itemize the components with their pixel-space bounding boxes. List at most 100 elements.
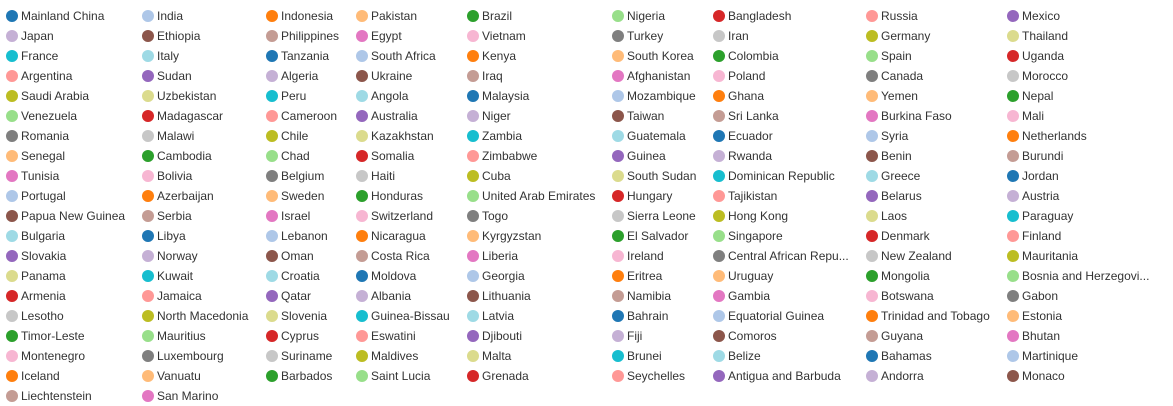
- legend-item[interactable]: Israel: [266, 206, 310, 226]
- legend-item[interactable]: Martinique: [1007, 346, 1078, 366]
- legend-item[interactable]: Peru: [266, 86, 306, 106]
- legend-item[interactable]: Mali: [1007, 106, 1044, 126]
- legend-item[interactable]: Uganda: [1007, 46, 1064, 66]
- legend-item[interactable]: Sri Lanka: [713, 106, 779, 126]
- legend-item[interactable]: Austria: [1007, 186, 1059, 206]
- legend-item[interactable]: Monaco: [1007, 366, 1065, 386]
- legend-item[interactable]: Montenegro: [6, 346, 85, 366]
- legend-item[interactable]: Germany: [866, 26, 930, 46]
- legend-item[interactable]: Fiji: [612, 326, 642, 346]
- legend-item[interactable]: Tunisia: [6, 166, 59, 186]
- legend-item[interactable]: Rwanda: [713, 146, 772, 166]
- legend-item[interactable]: Ethiopia: [142, 26, 200, 46]
- legend-item[interactable]: Guyana: [866, 326, 923, 346]
- legend-item[interactable]: Philippines: [266, 26, 339, 46]
- legend-item[interactable]: Croatia: [266, 266, 320, 286]
- legend-item[interactable]: Libya: [142, 226, 186, 246]
- legend-item[interactable]: Vietnam: [467, 26, 526, 46]
- legend-item[interactable]: Suriname: [266, 346, 332, 366]
- legend-item[interactable]: Lebanon: [266, 226, 328, 246]
- legend-item[interactable]: Liberia: [467, 246, 518, 266]
- legend-item[interactable]: Guinea: [612, 146, 666, 166]
- legend-item[interactable]: Turkey: [612, 26, 663, 46]
- legend-item[interactable]: Gambia: [713, 286, 770, 306]
- legend-item[interactable]: Mexico: [1007, 6, 1060, 26]
- legend-item[interactable]: Venezuela: [6, 106, 77, 126]
- legend-item[interactable]: Cuba: [467, 166, 511, 186]
- legend-item[interactable]: Burkina Faso: [866, 106, 952, 126]
- legend-item[interactable]: United Arab Emirates: [467, 186, 595, 206]
- legend-item[interactable]: Benin: [866, 146, 912, 166]
- legend-item[interactable]: Timor-Leste: [6, 326, 85, 346]
- legend-item[interactable]: Equatorial Guinea: [713, 306, 824, 326]
- legend-item[interactable]: Bosnia and Herzegovi...: [1007, 266, 1149, 286]
- legend-item[interactable]: Bahrain: [612, 306, 668, 326]
- legend-item[interactable]: San Marino: [142, 386, 218, 406]
- legend-item[interactable]: Moldova: [356, 266, 416, 286]
- legend-item[interactable]: Sweden: [266, 186, 324, 206]
- legend-item[interactable]: Saudi Arabia: [6, 86, 89, 106]
- legend-item[interactable]: Ukraine: [356, 66, 412, 86]
- legend-item[interactable]: India: [142, 6, 183, 26]
- legend-item[interactable]: Australia: [356, 106, 418, 126]
- legend-item[interactable]: Armenia: [6, 286, 66, 306]
- legend-item[interactable]: Indonesia: [266, 6, 333, 26]
- legend-item[interactable]: Dominican Republic: [713, 166, 835, 186]
- legend-item[interactable]: Hungary: [612, 186, 672, 206]
- legend-item[interactable]: France: [6, 46, 58, 66]
- legend-item[interactable]: North Macedonia: [142, 306, 248, 326]
- legend-item[interactable]: Andorra: [866, 366, 924, 386]
- legend-item[interactable]: Estonia: [1007, 306, 1062, 326]
- legend-item[interactable]: Oman: [266, 246, 314, 266]
- legend-item[interactable]: Cyprus: [266, 326, 319, 346]
- legend-item[interactable]: Russia: [866, 6, 918, 26]
- legend-item[interactable]: El Salvador: [612, 226, 688, 246]
- legend-item[interactable]: Burundi: [1007, 146, 1063, 166]
- legend-item[interactable]: Syria: [866, 126, 908, 146]
- legend-item[interactable]: Central African Repu...: [713, 246, 849, 266]
- legend-item[interactable]: Colombia: [713, 46, 779, 66]
- legend-item[interactable]: Azerbaijan: [142, 186, 214, 206]
- legend-item[interactable]: South Korea: [612, 46, 694, 66]
- legend-item[interactable]: Botswana: [866, 286, 934, 306]
- legend-item[interactable]: Malawi: [142, 126, 194, 146]
- legend-item[interactable]: Nigeria: [612, 6, 665, 26]
- legend-item[interactable]: Bolivia: [142, 166, 192, 186]
- legend-item[interactable]: Seychelles: [612, 366, 685, 386]
- legend-item[interactable]: Laos: [866, 206, 907, 226]
- legend-item[interactable]: Barbados: [266, 366, 332, 386]
- legend-item[interactable]: Comoros: [713, 326, 777, 346]
- legend-item[interactable]: Paraguay: [1007, 206, 1073, 226]
- legend-item[interactable]: Slovenia: [266, 306, 327, 326]
- legend-item[interactable]: Afghanistan: [612, 66, 690, 86]
- legend-item[interactable]: Haiti: [356, 166, 395, 186]
- legend-item[interactable]: Niger: [467, 106, 511, 126]
- legend-item[interactable]: Yemen: [866, 86, 918, 106]
- legend-item[interactable]: Poland: [713, 66, 765, 86]
- legend-item[interactable]: Uzbekistan: [142, 86, 216, 106]
- legend-item[interactable]: Algeria: [266, 66, 318, 86]
- legend-item[interactable]: Nepal: [1007, 86, 1053, 106]
- legend-item[interactable]: Gabon: [1007, 286, 1058, 306]
- legend-item[interactable]: Mauritania: [1007, 246, 1078, 266]
- legend-item[interactable]: Argentina: [6, 66, 72, 86]
- legend-item[interactable]: Bangladesh: [713, 6, 791, 26]
- legend-item[interactable]: South Sudan: [612, 166, 696, 186]
- legend-item[interactable]: Cameroon: [266, 106, 337, 126]
- legend-item[interactable]: Japan: [6, 26, 54, 46]
- legend-item[interactable]: Luxembourg: [142, 346, 224, 366]
- legend-item[interactable]: Malta: [467, 346, 511, 366]
- legend-item[interactable]: Albania: [356, 286, 411, 306]
- legend-item[interactable]: Guinea-Bissau: [356, 306, 450, 326]
- legend-item[interactable]: Ecuador: [713, 126, 773, 146]
- legend-item[interactable]: Georgia: [467, 266, 525, 286]
- legend-item[interactable]: Maldives: [356, 346, 418, 366]
- legend-item[interactable]: Eritrea: [612, 266, 662, 286]
- legend-item[interactable]: Senegal: [6, 146, 65, 166]
- legend-item[interactable]: Uruguay: [713, 266, 773, 286]
- legend-item[interactable]: Mainland China: [6, 6, 104, 26]
- legend-item[interactable]: Italy: [142, 46, 179, 66]
- legend-item[interactable]: Belize: [713, 346, 761, 366]
- legend-item[interactable]: Denmark: [866, 226, 930, 246]
- legend-item[interactable]: Trinidad and Tobago: [866, 306, 990, 326]
